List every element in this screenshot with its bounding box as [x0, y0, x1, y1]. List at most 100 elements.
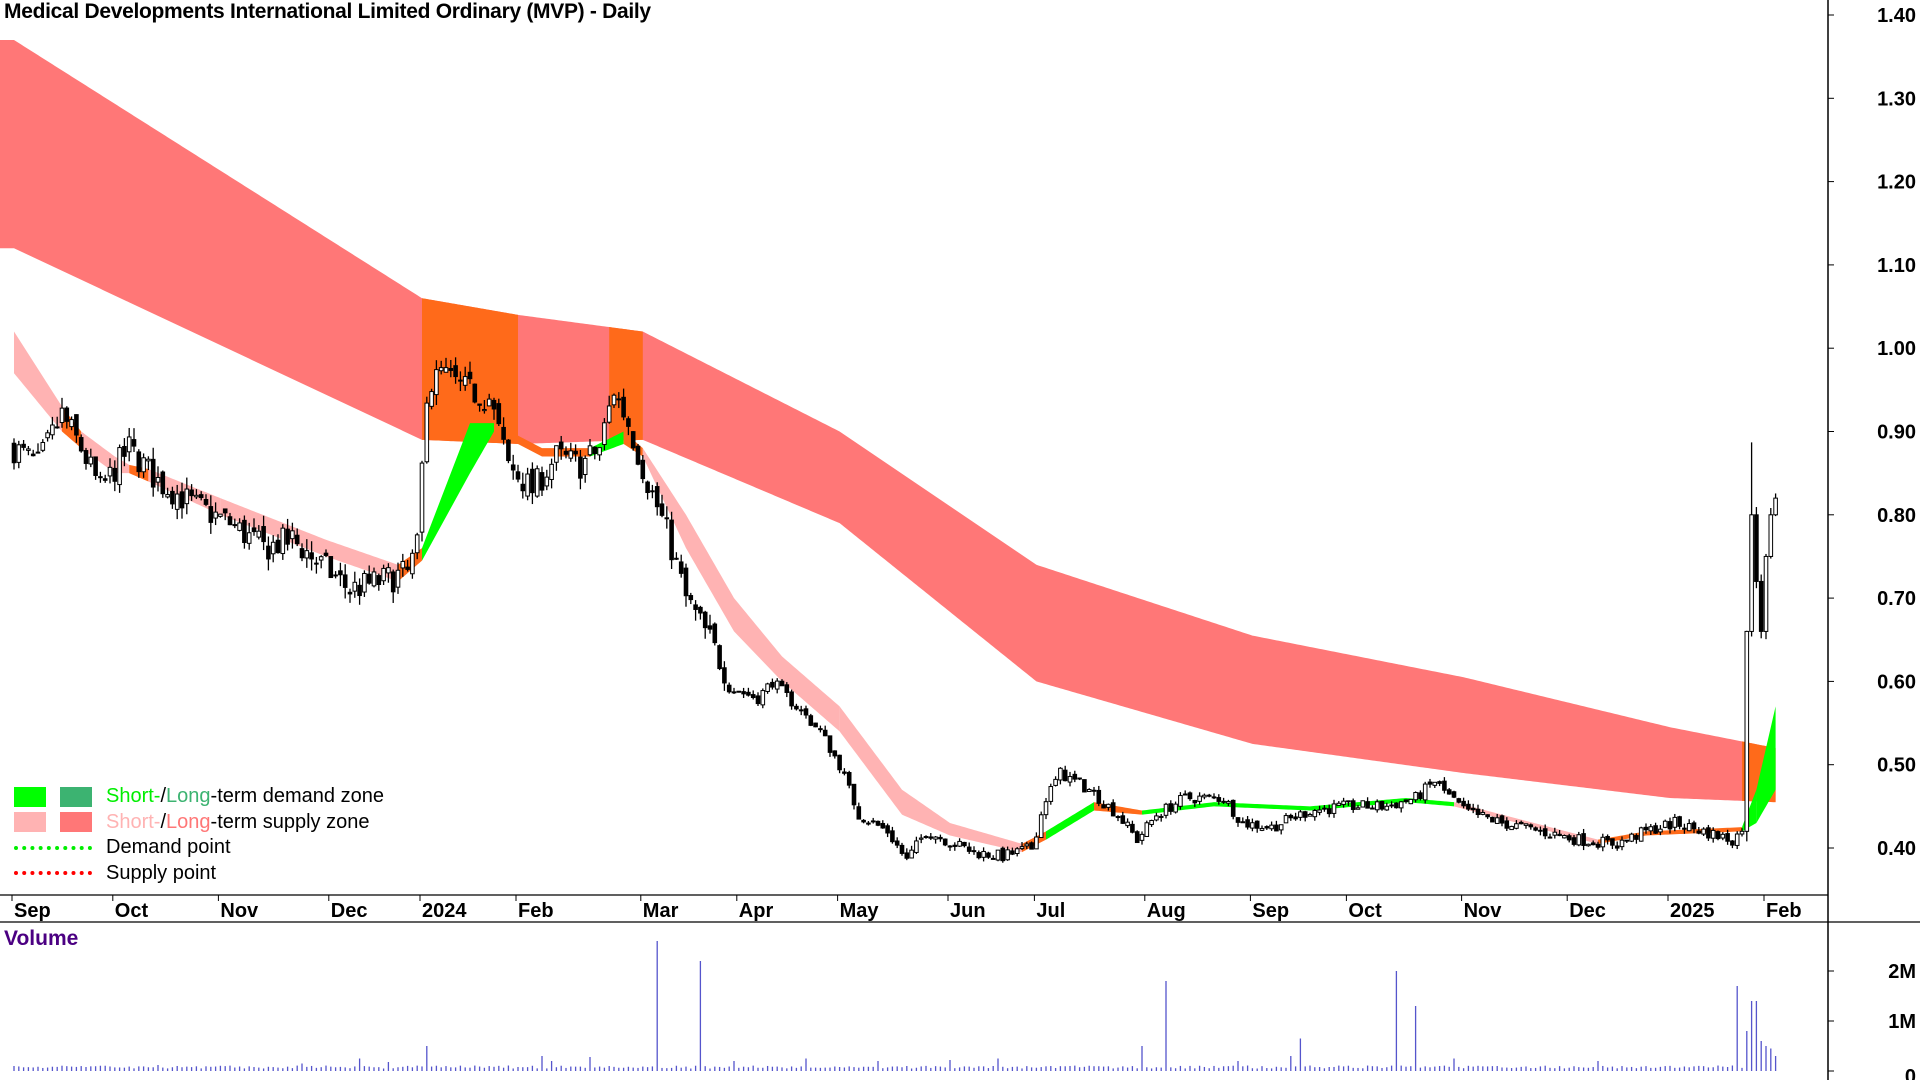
candle	[194, 489, 199, 500]
candle	[938, 834, 943, 842]
candle-down-body	[30, 453, 36, 457]
candle-up-body	[760, 690, 766, 706]
candle-down-body	[1442, 780, 1447, 791]
candle	[1586, 843, 1591, 847]
candle	[338, 562, 343, 587]
candle-down-body	[880, 822, 886, 829]
candle	[698, 605, 703, 620]
candle-down-body	[98, 476, 103, 479]
candle	[1739, 828, 1745, 837]
candle	[616, 392, 622, 409]
candle-up-body	[1144, 822, 1150, 837]
candle-up-body	[174, 493, 180, 510]
candle	[366, 565, 372, 585]
candle-up-body	[246, 532, 252, 544]
candle	[1211, 793, 1217, 800]
candle-up-body	[1019, 846, 1025, 850]
candle-down-body	[1518, 821, 1524, 825]
short-term-demand-zone	[422, 423, 470, 561]
short-term-supply-zone	[14, 331, 62, 432]
candle-down-body	[832, 750, 838, 757]
legend-demand-point-text: Demand point	[106, 836, 231, 859]
candle-up-body	[1398, 801, 1404, 809]
candle-down-body	[904, 852, 910, 859]
candle-down-body	[1461, 800, 1466, 807]
candle	[1058, 767, 1063, 785]
candle-down-body	[794, 705, 799, 710]
candle-up-body	[1672, 816, 1678, 828]
candle-up-body	[1701, 828, 1706, 835]
candle	[1768, 507, 1774, 559]
candle-down-body	[813, 722, 818, 728]
candle	[558, 435, 564, 460]
candle-down-body	[770, 681, 775, 688]
candle	[645, 480, 650, 500]
candle	[1038, 811, 1044, 839]
price-tick-label: 1.10	[1877, 255, 1916, 277]
candle-down-body	[1096, 789, 1102, 804]
candle	[1206, 793, 1212, 798]
candle	[376, 573, 382, 591]
overlap-zone	[609, 327, 643, 441]
candle-down-body	[74, 414, 79, 436]
candle	[750, 690, 756, 700]
candle	[722, 661, 727, 691]
candle	[218, 513, 223, 518]
candle-down-body	[779, 680, 785, 687]
month-label: Mar	[643, 900, 679, 922]
candle	[640, 455, 646, 484]
candle-down-body	[203, 498, 209, 505]
candle-up-body	[400, 560, 406, 569]
candle	[1595, 841, 1601, 850]
candle-up-body	[1221, 800, 1226, 803]
candle-up-body	[1523, 823, 1529, 826]
candle	[1557, 829, 1562, 837]
candle-down-body	[1211, 796, 1217, 799]
candle	[1130, 820, 1135, 834]
candle	[707, 614, 713, 634]
candle-down-body	[1499, 815, 1505, 824]
candle	[371, 567, 377, 588]
candle	[414, 532, 420, 560]
candle-up-body	[126, 436, 132, 453]
candle	[410, 549, 415, 579]
candle-up-body	[1336, 802, 1342, 806]
candle-down-body	[736, 690, 742, 693]
month-label: Oct	[1348, 900, 1382, 922]
candle	[395, 562, 401, 594]
candle-down-body	[1504, 820, 1510, 829]
candle	[141, 453, 146, 478]
candle-up-body	[318, 556, 324, 561]
candle-down-body	[827, 735, 833, 753]
candle	[1619, 836, 1625, 851]
candle	[1571, 834, 1577, 847]
candle-up-body	[280, 527, 286, 555]
candle	[1043, 797, 1049, 820]
candle	[789, 689, 794, 710]
candle-down-body	[1288, 814, 1294, 819]
candle	[1235, 817, 1241, 827]
candle-down-body	[1187, 792, 1193, 800]
candle	[50, 416, 55, 440]
candle	[1106, 803, 1111, 811]
candle-down-body	[664, 517, 670, 520]
candle-down-body	[189, 489, 194, 497]
candle-down-body	[1446, 789, 1452, 795]
candle-up-body	[146, 458, 151, 462]
candle	[1413, 791, 1418, 803]
candle-up-body	[256, 530, 262, 538]
candle-up-body	[534, 468, 540, 497]
candle-up-body	[50, 424, 55, 436]
candle	[1682, 823, 1687, 834]
candle	[136, 449, 142, 478]
candle-down-body	[789, 691, 794, 707]
candle	[736, 690, 742, 693]
candle-down-body	[818, 728, 823, 731]
candle-up-body	[165, 494, 170, 498]
candle-up-body	[88, 456, 94, 465]
candle-down-body	[1595, 843, 1601, 848]
candle-down-body	[938, 836, 943, 840]
candle-up-body	[1038, 814, 1044, 839]
candle-down-body	[1110, 802, 1116, 817]
candle	[21, 440, 26, 451]
